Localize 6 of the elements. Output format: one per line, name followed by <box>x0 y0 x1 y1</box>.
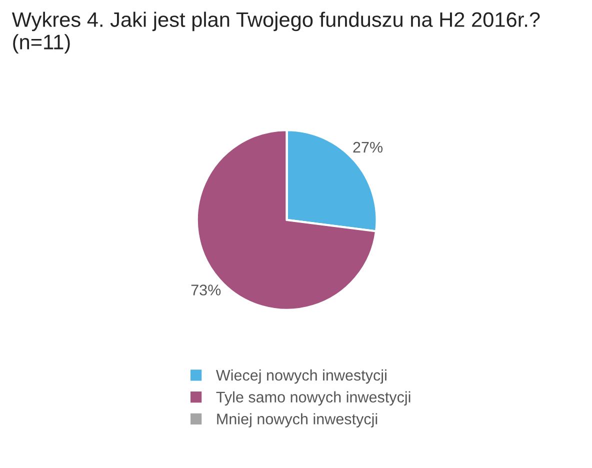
legend-label: Wiecej nowych inwestycji <box>216 369 386 384</box>
data-label: 73% <box>191 284 221 296</box>
chart-title: Wykres 4. Jaki jest plan Twojego funduszu na H2 2016r.? (n=11) <box>12 12 540 54</box>
legend-label: Tyle samo nowych inwestycji <box>216 391 410 406</box>
legend-label: Mniej nowych inwestycji <box>217 413 378 428</box>
data-label: 27% <box>353 142 383 153</box>
